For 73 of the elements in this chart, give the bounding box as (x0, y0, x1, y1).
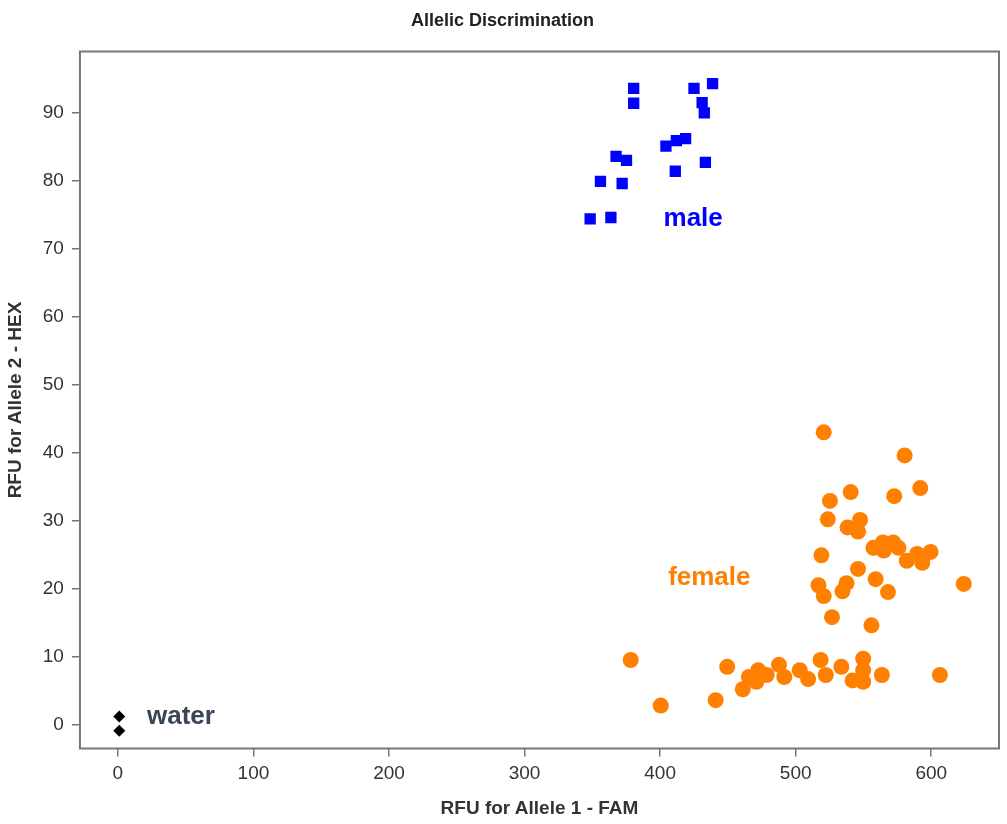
y-tick-label: 60 (42, 304, 64, 326)
y-tick-label: 10 (42, 644, 64, 666)
point (890, 539, 907, 556)
x-tick-label: 300 (508, 762, 541, 784)
point (842, 484, 859, 501)
point (800, 671, 817, 688)
point (912, 480, 929, 497)
point (812, 652, 829, 669)
point (886, 488, 903, 505)
point (669, 165, 681, 177)
series-label: water (146, 700, 215, 731)
x-axis-title: RFU for Allele 1 - FAM (440, 796, 639, 818)
series-label: male (663, 202, 723, 232)
point (628, 97, 640, 109)
point (734, 681, 751, 698)
point (616, 177, 628, 190)
text: female (668, 560, 751, 591)
point (863, 617, 880, 634)
chart-title: Allelic Discrimination (410, 9, 595, 30)
point (584, 213, 596, 225)
point (719, 658, 736, 675)
point (834, 583, 851, 600)
point (688, 82, 700, 94)
point (652, 697, 669, 714)
point (706, 77, 719, 90)
x-tick-label: 0 (112, 762, 124, 784)
point (896, 447, 913, 464)
x-tick-label: 100 (237, 762, 270, 784)
point (873, 666, 890, 683)
point (819, 511, 836, 528)
y-tick-label: 90 (42, 101, 64, 123)
point (696, 96, 708, 109)
x-tick-label: 200 (373, 762, 405, 784)
point (622, 652, 639, 669)
point (955, 575, 972, 592)
point (698, 107, 710, 119)
point (867, 571, 884, 588)
y-tick-label: 20 (42, 576, 64, 598)
point (770, 656, 787, 673)
y-tick-label: 30 (42, 508, 64, 530)
point (813, 547, 830, 564)
point (879, 584, 896, 601)
point (824, 609, 840, 626)
point (931, 666, 948, 683)
point (707, 692, 724, 709)
point (833, 658, 850, 675)
point (850, 560, 867, 577)
point (815, 424, 832, 441)
point (610, 150, 622, 162)
y-tick-label: 40 (42, 440, 64, 462)
point (113, 724, 126, 737)
x-tick-label: 400 (644, 762, 676, 784)
point (699, 156, 712, 169)
point (679, 132, 692, 145)
x-tick-label: 500 (779, 762, 812, 784)
point (660, 140, 672, 152)
point (821, 492, 838, 509)
y-tick-label: 50 (42, 372, 64, 394)
point (922, 543, 939, 560)
point (594, 175, 607, 188)
point (605, 211, 617, 224)
point (817, 666, 834, 683)
y-tick-label: 80 (42, 169, 64, 190)
point (776, 669, 793, 686)
y-tick-label: 70 (42, 236, 64, 258)
y-tick-label: 0 (53, 712, 64, 734)
point (914, 554, 931, 571)
point (628, 82, 640, 94)
point (620, 154, 633, 167)
y-axis-title: RFU for Allele 2 - HEX (3, 301, 25, 499)
point (815, 588, 832, 605)
x-tick-label: 600 (915, 762, 948, 784)
point (113, 710, 126, 723)
